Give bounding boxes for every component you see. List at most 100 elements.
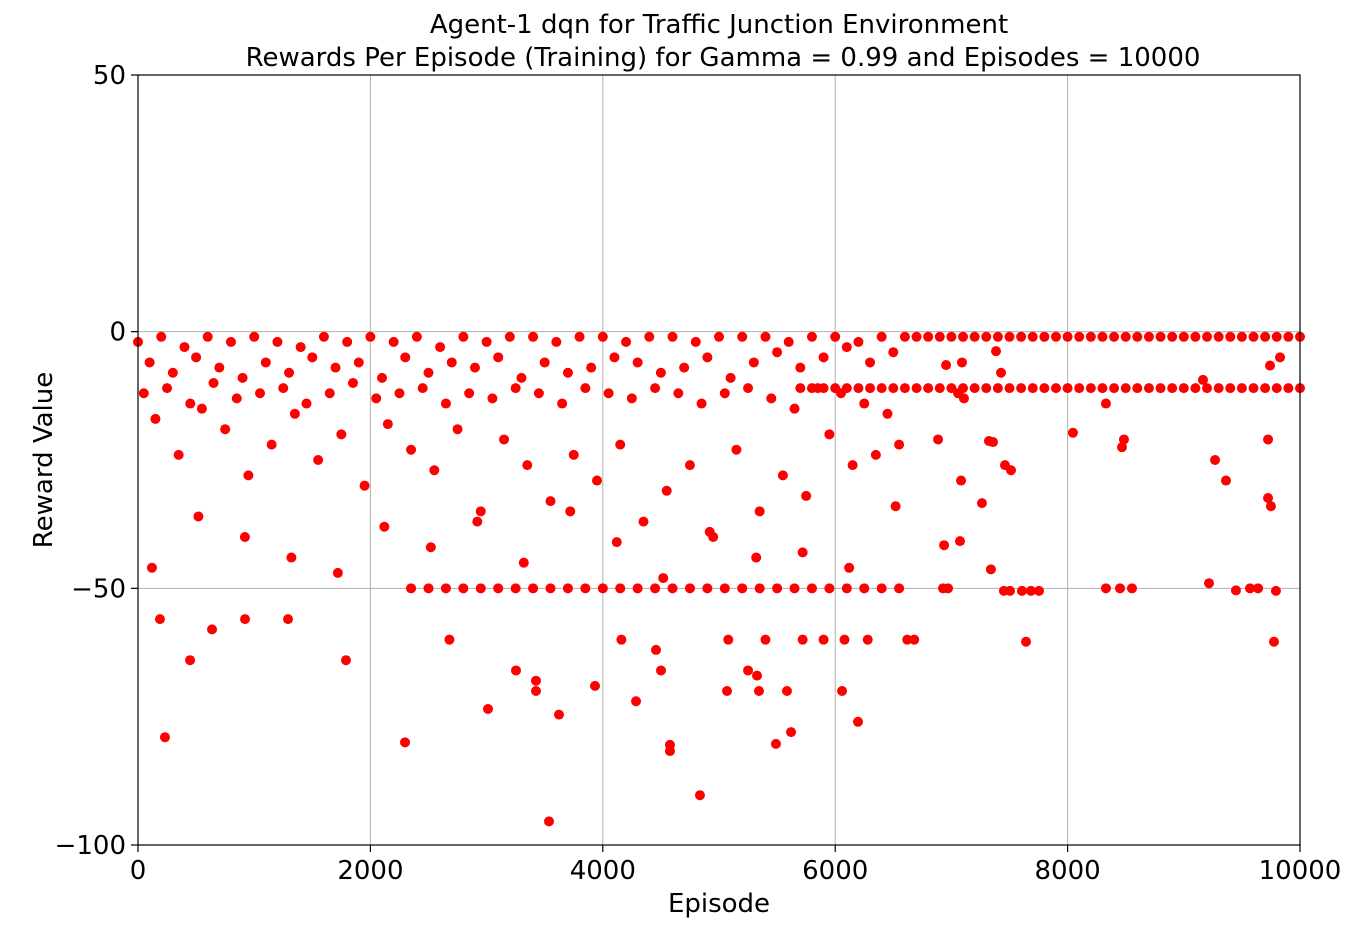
point	[440, 583, 451, 594]
point	[1118, 434, 1129, 445]
point	[539, 357, 550, 368]
point	[1225, 331, 1236, 342]
point	[475, 583, 486, 594]
point	[976, 498, 987, 509]
point	[406, 583, 417, 594]
point	[631, 696, 642, 707]
point	[425, 542, 436, 553]
point	[574, 331, 585, 342]
point	[888, 383, 899, 394]
point	[1143, 383, 1154, 394]
point	[777, 470, 788, 481]
point	[225, 336, 236, 347]
point	[847, 460, 858, 471]
point	[568, 449, 579, 460]
point	[150, 413, 161, 424]
point	[806, 583, 817, 594]
point	[638, 516, 649, 527]
point	[1236, 383, 1247, 394]
point	[278, 383, 289, 394]
point	[731, 444, 742, 455]
point	[1016, 331, 1027, 342]
point	[754, 506, 765, 517]
point	[518, 557, 529, 568]
point	[632, 583, 643, 594]
point	[876, 383, 887, 394]
point	[704, 526, 715, 537]
point	[1039, 383, 1050, 394]
point	[1097, 383, 1108, 394]
point	[1021, 636, 1032, 647]
point	[923, 383, 934, 394]
point	[824, 583, 835, 594]
point	[530, 686, 541, 696]
point	[667, 331, 678, 342]
point	[1178, 383, 1189, 394]
point	[772, 583, 783, 594]
point	[286, 552, 297, 563]
point	[423, 583, 434, 594]
point	[359, 480, 370, 491]
point	[644, 331, 655, 342]
point	[146, 562, 157, 573]
point	[1085, 331, 1096, 342]
point	[1225, 383, 1236, 394]
point	[611, 537, 622, 548]
point	[1115, 583, 1126, 594]
point	[902, 634, 913, 645]
point	[969, 383, 980, 394]
x-tick-label: 8000	[1035, 856, 1101, 886]
point	[371, 393, 382, 404]
point	[324, 388, 335, 399]
point	[144, 357, 155, 368]
point	[464, 388, 475, 399]
point	[661, 485, 672, 496]
point	[1271, 383, 1282, 394]
point	[852, 716, 863, 727]
point	[958, 383, 969, 394]
point	[249, 331, 260, 342]
point	[185, 398, 196, 409]
point	[673, 388, 684, 399]
point	[400, 737, 411, 748]
point	[1275, 352, 1286, 363]
point	[859, 398, 870, 409]
point	[239, 532, 250, 542]
point	[1027, 331, 1038, 342]
point	[1143, 331, 1154, 342]
point	[991, 346, 1002, 357]
point	[844, 562, 855, 573]
point	[1004, 383, 1015, 394]
point	[417, 383, 428, 394]
point	[1132, 383, 1143, 394]
point	[533, 388, 544, 399]
point	[621, 336, 632, 347]
point	[1268, 636, 1279, 647]
point	[1167, 383, 1178, 394]
x-tick-label: 0	[130, 856, 147, 886]
point	[1265, 501, 1276, 512]
point	[667, 583, 678, 594]
axes: 0 2000 4000 6000 8000 10000 −100 −50 0 50	[55, 61, 1342, 886]
point	[1006, 465, 1017, 476]
point	[934, 383, 945, 394]
point	[522, 460, 533, 471]
point	[266, 439, 277, 450]
point	[214, 362, 225, 373]
point	[1202, 331, 1213, 342]
point	[528, 331, 539, 342]
point	[543, 816, 554, 827]
point	[651, 644, 662, 655]
point	[528, 583, 539, 594]
point	[1271, 331, 1282, 342]
point	[154, 614, 165, 625]
x-tick-label: 4000	[570, 856, 636, 886]
point	[440, 398, 451, 409]
point	[162, 383, 173, 394]
point	[954, 536, 965, 547]
point	[818, 352, 829, 363]
point	[797, 634, 808, 645]
point	[1074, 383, 1085, 394]
point	[956, 475, 967, 486]
